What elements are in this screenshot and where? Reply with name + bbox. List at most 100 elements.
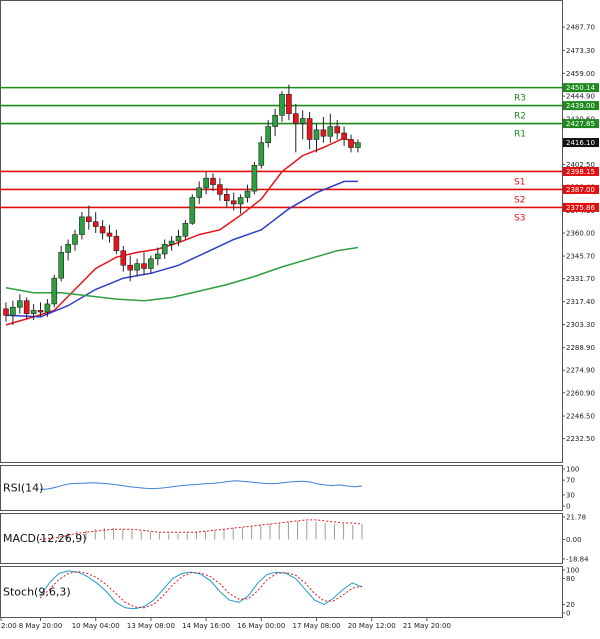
level-price-badge [563,101,599,111]
candle-body [65,243,71,253]
level-price-badge [563,202,599,212]
price-tick-label: 2288.90 [566,344,595,352]
indicator-name: Stoch(9,6,3) [3,586,71,599]
level-name-r2: R2 [514,112,526,122]
candle-body [30,310,37,314]
level-name-s2: S2 [514,195,525,205]
candle-body [58,252,65,279]
candle-body [279,94,285,116]
price-tick-label: 2487.70 [566,24,595,32]
level-price-badge [563,166,599,176]
candle-body [348,139,354,148]
price-tick-label: 2274.90 [566,367,595,375]
price-tick-label: 2345.70 [566,253,595,261]
indicator-tick-label: 70 [566,477,575,485]
moving-average-line [5,180,358,318]
indicator-tick-label: 100 [566,567,579,575]
candle-body [327,126,334,137]
candle-body [292,113,299,124]
candle-body [127,264,133,271]
price-tick-label: 2331.70 [566,275,595,283]
indicator-pane-frame [0,513,563,564]
candle-body [106,232,113,237]
candle-body [230,200,237,205]
candle-body [217,184,223,195]
candle-body [299,118,306,124]
indicator-tick-label: -18.84 [566,556,589,564]
candle-body [44,303,51,313]
candle-body [3,308,9,316]
price-tick-label: 2246.50 [566,413,595,421]
candle-body [306,118,313,140]
candle-body [155,253,161,260]
indicator-pane-frame [0,566,563,618]
candle-body [244,190,251,198]
rsi-line [39,480,363,490]
stoch-k-line [39,570,363,610]
candle-body [341,132,347,140]
candle-body [37,310,44,313]
level-price-badge [563,83,599,93]
indicator-name: MACD(12,26,9) [3,532,87,545]
candle-body [99,226,106,234]
candle-body [120,250,127,266]
time-tick-label: 8 May 20:00 [19,622,63,630]
level-price-label: 2439.00 [566,102,595,110]
candle-body [182,223,189,237]
price-tick-label: 2303.30 [566,321,595,329]
time-tick-label: 20 May 12:00 [348,622,396,630]
indicator-tick-label: 20 [566,601,575,609]
candle-body [313,129,320,140]
candle-body [141,263,147,269]
candle-body [92,221,99,227]
candle-body [237,197,244,205]
candle-body [258,142,265,166]
price-tick-label: 2473.30 [566,47,595,55]
candle-body [79,216,85,235]
indicator-tick-label: 100 [566,466,579,474]
indicator-tick-label: 0 [566,610,570,618]
time-tick-label: 21 May 20:00 [403,622,451,630]
candle-body [10,306,16,316]
macd-signal-line [39,519,363,540]
level-price-label: 2375.86 [566,204,595,212]
level-price-label: 2398.15 [566,168,595,176]
candle-body [251,164,258,192]
price-tick-label: 2317.40 [566,298,595,306]
level-price-badge [563,184,599,194]
candle-body [320,129,327,137]
time-tick-label: 2:00 [1,622,17,630]
indicator-tick-label: 0 [566,503,570,511]
time-tick-label: 16 May 00:00 [237,622,285,630]
candle-body [134,263,140,271]
level-price-label: 2450.14 [566,84,595,92]
candle-body [265,126,272,143]
price-tick-label: 2459.00 [566,70,595,78]
candle-body [148,258,154,269]
level-price-badge [563,119,599,129]
level-price-label: 2427.85 [566,120,595,128]
indicator-tick-label: 0.00 [566,536,582,544]
candle-body [23,300,30,314]
price-tick-label: 2260.90 [566,389,595,397]
candle-body [86,216,92,223]
candle-body [224,193,230,202]
price-tick-label: 2444.90 [566,93,595,101]
time-tick-label: 14 May 16:00 [182,622,230,630]
price-tick-label: 2360.00 [566,230,595,238]
time-tick-label: 13 May 08:00 [127,622,175,630]
indicator-tick-label: 30 [566,491,575,499]
candle-body [189,197,196,224]
candle-body [334,126,341,134]
time-tick-label: 17 May 08:00 [292,622,340,630]
current-price-label: 2416.10 [566,139,595,147]
moving-average-line [5,246,359,302]
candle-body [168,240,175,245]
candle-body [72,234,78,245]
candle-body [113,235,120,252]
level-name-s1: S1 [514,177,525,187]
candle-body [196,187,202,198]
price-tick-label: 2402.50 [566,161,595,169]
level-name-s3: S3 [514,213,525,223]
